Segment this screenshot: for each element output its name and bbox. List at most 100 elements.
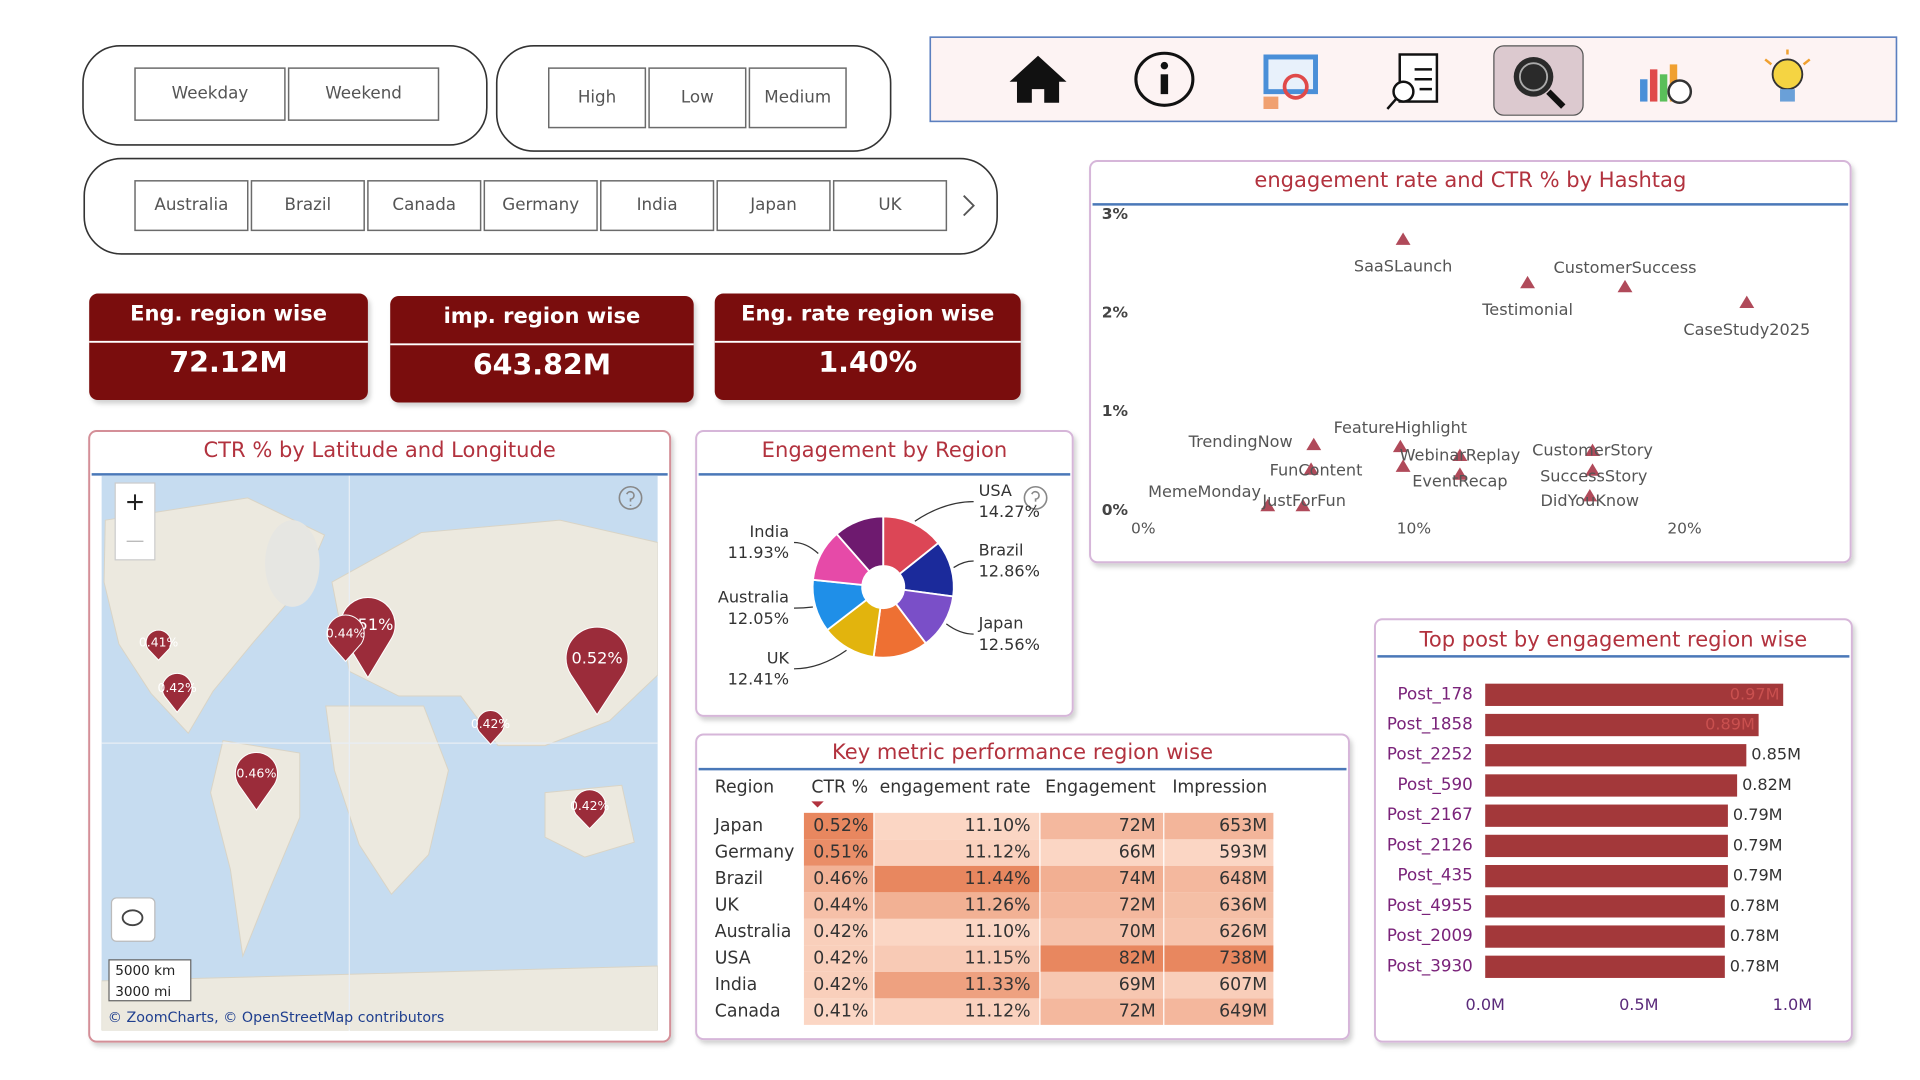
scatter-point[interactable] bbox=[1617, 279, 1633, 293]
scatter-point[interactable] bbox=[1585, 463, 1600, 476]
bar[interactable] bbox=[1485, 925, 1725, 948]
marker-pin[interactable] bbox=[145, 629, 172, 661]
button-box[interactable] bbox=[367, 180, 482, 232]
bar[interactable] bbox=[1485, 713, 1759, 737]
filter-button[interactable]: High bbox=[548, 67, 647, 129]
bar[interactable] bbox=[1485, 774, 1738, 797]
analytics-icon[interactable] bbox=[1640, 64, 1693, 105]
report-icon[interactable] bbox=[1263, 54, 1318, 109]
filter-button[interactable]: Weekday bbox=[134, 67, 286, 121]
filter-button[interactable]: Weekend bbox=[287, 67, 440, 121]
pie-slice[interactable] bbox=[882, 515, 940, 576]
scatter-point[interactable] bbox=[1582, 489, 1598, 502]
button-box[interactable] bbox=[600, 180, 715, 232]
button-label[interactable]: Japan bbox=[749, 194, 797, 214]
marker-pin[interactable] bbox=[476, 710, 505, 746]
zoom-out[interactable]: — bbox=[126, 531, 145, 552]
scatter-point[interactable] bbox=[1520, 275, 1536, 289]
scatter-point[interactable] bbox=[1303, 462, 1319, 475]
pie-slice[interactable] bbox=[835, 515, 885, 573]
bar[interactable] bbox=[1485, 864, 1728, 888]
button-label[interactable]: Australia bbox=[154, 194, 228, 214]
filter-button[interactable]: Low bbox=[648, 67, 747, 129]
marker-pin[interactable] bbox=[234, 751, 278, 811]
column-header[interactable]: Impression bbox=[1172, 778, 1267, 798]
bar[interactable] bbox=[1485, 804, 1728, 827]
scatter-point[interactable] bbox=[1295, 498, 1311, 512]
button-box[interactable] bbox=[134, 67, 286, 121]
button-label[interactable]: Canada bbox=[392, 194, 456, 214]
marker-label[interactable]: 0.44% bbox=[326, 627, 366, 641]
button-label[interactable]: India bbox=[637, 194, 678, 214]
button-label[interactable]: Weekend bbox=[325, 83, 402, 103]
button-label[interactable]: Weekday bbox=[172, 83, 249, 103]
filter-button[interactable]: UK bbox=[832, 180, 948, 232]
help-icon[interactable] bbox=[618, 485, 643, 510]
marker-label[interactable]: 0.42% bbox=[570, 799, 610, 813]
button-label[interactable]: UK bbox=[878, 194, 902, 214]
button-box[interactable] bbox=[748, 67, 847, 129]
scatter-point[interactable] bbox=[1395, 459, 1411, 472]
marker-label[interactable]: 0.42% bbox=[157, 681, 197, 695]
marker-label[interactable]: 0.52% bbox=[571, 648, 622, 667]
button-box[interactable] bbox=[648, 67, 747, 129]
marker-pin[interactable] bbox=[573, 789, 607, 830]
bar[interactable] bbox=[1485, 955, 1725, 978]
zoom-in[interactable]: + bbox=[125, 487, 146, 516]
button-label[interactable]: High bbox=[578, 86, 616, 106]
filter-button[interactable]: Canada bbox=[367, 180, 482, 232]
scatter-point[interactable] bbox=[1452, 448, 1468, 461]
bar[interactable] bbox=[1485, 895, 1725, 918]
filter-button[interactable]: Brazil bbox=[250, 180, 365, 232]
filter-button[interactable]: India bbox=[600, 180, 715, 232]
button-box[interactable] bbox=[483, 180, 598, 232]
bar[interactable] bbox=[1485, 683, 1784, 706]
map-marker[interactable]: 0.46% bbox=[234, 751, 278, 811]
scatter-point[interactable] bbox=[1306, 437, 1322, 451]
map-marker[interactable]: 0.42% bbox=[157, 672, 197, 713]
help-icon[interactable] bbox=[1023, 485, 1048, 510]
document-icon[interactable] bbox=[1386, 53, 1439, 110]
filter-button[interactable]: Australia bbox=[134, 180, 249, 232]
button-box[interactable] bbox=[548, 67, 647, 129]
map-marker[interactable]: 0.41% bbox=[139, 629, 179, 661]
scatter-point[interactable] bbox=[1739, 295, 1755, 309]
scatter-point[interactable] bbox=[1452, 467, 1468, 480]
scatter-point[interactable] bbox=[1395, 232, 1411, 245]
button-label[interactable]: Brazil bbox=[284, 194, 331, 214]
bar[interactable] bbox=[1485, 834, 1728, 858]
scatter-point[interactable] bbox=[1392, 439, 1408, 453]
lasso-button[interactable] bbox=[110, 897, 156, 942]
search-globe-icon[interactable] bbox=[1513, 56, 1566, 109]
marker-pin[interactable] bbox=[161, 672, 193, 713]
column-header[interactable]: engagement rate bbox=[880, 778, 1031, 798]
map-marker[interactable]: 0.42% bbox=[471, 710, 511, 746]
info-icon[interactable] bbox=[1134, 51, 1195, 107]
home-icon[interactable] bbox=[1009, 55, 1067, 103]
button-label[interactable]: Low bbox=[681, 86, 714, 106]
idea-icon[interactable] bbox=[1764, 49, 1811, 102]
button-box[interactable] bbox=[134, 180, 249, 232]
marker-label[interactable]: 0.41% bbox=[139, 635, 179, 649]
column-header[interactable]: CTR % bbox=[811, 778, 868, 798]
marker-label[interactable]: 0.46% bbox=[236, 766, 276, 781]
column-header[interactable]: Region bbox=[715, 778, 774, 798]
map-marker[interactable]: 0.52% bbox=[565, 626, 629, 716]
column-header[interactable]: Engagement bbox=[1045, 778, 1156, 798]
button-box[interactable] bbox=[287, 67, 440, 121]
bar[interactable] bbox=[1485, 744, 1747, 767]
marker-pin[interactable] bbox=[565, 626, 629, 716]
button-box[interactable] bbox=[832, 180, 948, 232]
scatter-point[interactable] bbox=[1585, 443, 1600, 457]
scroll-arrow[interactable] bbox=[963, 195, 975, 217]
marker-pin[interactable] bbox=[326, 614, 365, 663]
marker-label[interactable]: 0.42% bbox=[471, 717, 511, 731]
button-box[interactable] bbox=[250, 180, 365, 232]
button-box[interactable] bbox=[716, 180, 831, 232]
filter-button[interactable]: Medium bbox=[748, 67, 847, 129]
button-label[interactable]: Germany bbox=[502, 194, 579, 214]
filter-button[interactable]: Germany bbox=[483, 180, 598, 232]
button-label[interactable]: Medium bbox=[764, 86, 831, 106]
scatter-point[interactable] bbox=[1260, 498, 1276, 512]
map-marker[interactable]: 0.44% bbox=[326, 614, 366, 663]
